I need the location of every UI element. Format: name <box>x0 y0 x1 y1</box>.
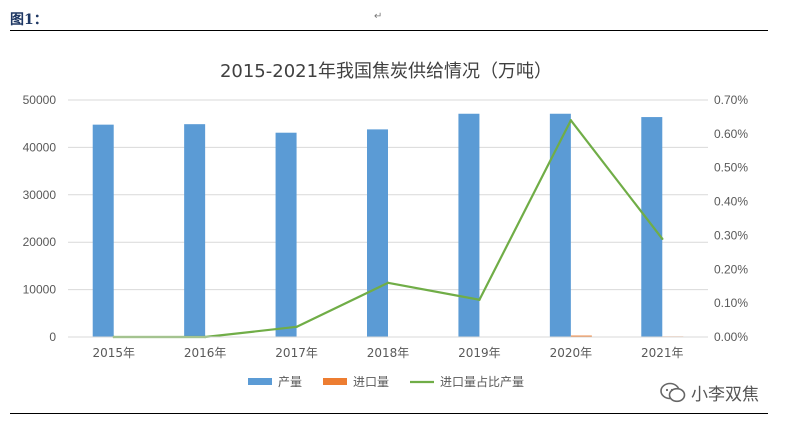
legend-item: 产量 <box>248 375 302 389</box>
legend-label: 进口量 <box>353 375 389 389</box>
right-tick-label: 0.00% <box>714 330 748 344</box>
legend-item: 进口量占比产量 <box>410 374 524 389</box>
ratio-point <box>569 119 573 122</box>
legend-label: 进口量占比产量 <box>440 374 524 389</box>
right-tick-label: 0.20% <box>714 262 748 276</box>
right-tick-label: 0.50% <box>714 161 748 175</box>
bar-production <box>184 124 206 337</box>
legend-label: 产量 <box>278 375 302 389</box>
category-label: 2018年 <box>367 346 410 360</box>
bar-production <box>641 117 663 338</box>
left-tick-label: 10000 <box>23 283 57 297</box>
chat-bubble-icon <box>660 382 686 404</box>
figure-label: 图1： <box>10 12 48 28</box>
left-tick-label: 0 <box>49 330 56 344</box>
bar-import <box>570 335 592 337</box>
top-rule <box>10 30 768 31</box>
legend: 产量 进口量 进口量占比产量 <box>248 374 524 389</box>
right-tick-label: 0.30% <box>714 228 748 242</box>
watermark: 小李双焦 <box>656 378 765 407</box>
bar-production <box>92 124 114 337</box>
left-tick-label: 30000 <box>23 188 57 202</box>
ratio-point <box>478 298 481 301</box>
legend-swatch <box>323 378 347 385</box>
left-tick-label: 40000 <box>23 140 57 154</box>
right-tick-label: 0.70% <box>714 93 748 107</box>
bar-production <box>275 132 297 337</box>
ratio-point <box>386 281 390 285</box>
category-label: 2020年 <box>550 346 593 360</box>
category-label: 2015年 <box>92 346 135 360</box>
ratio-point <box>295 325 298 329</box>
right-tick-label: 0.40% <box>714 195 748 209</box>
legend-swatch <box>248 378 272 385</box>
legend-item: 进口量 <box>323 375 389 389</box>
ratio-point <box>661 237 664 241</box>
category-label: 2017年 <box>275 346 318 360</box>
right-tick-label: 0.60% <box>714 127 748 141</box>
axis-layer: 0 10000 20000 30000 40000 50000 0.00% 0.10% 0.20… <box>23 93 749 360</box>
category-label: 2019年 <box>458 346 501 360</box>
left-tick-label: 20000 <box>23 235 57 249</box>
paragraph-mark: ↵ <box>374 11 383 22</box>
bars-layer <box>92 113 684 338</box>
left-tick-label: 50000 <box>23 93 57 107</box>
watermark-text: 小李双焦 <box>691 385 759 405</box>
chart-title: 2015-2021年我国焦炭供给情况（万吨） <box>220 61 552 82</box>
right-tick-label: 0.10% <box>714 296 748 310</box>
category-label: 2016年 <box>184 346 227 360</box>
bar-production <box>458 113 480 337</box>
category-label: 2021年 <box>641 346 684 360</box>
bar-production <box>367 129 388 337</box>
bottom-rule <box>10 413 768 414</box>
bar-production <box>549 113 571 337</box>
